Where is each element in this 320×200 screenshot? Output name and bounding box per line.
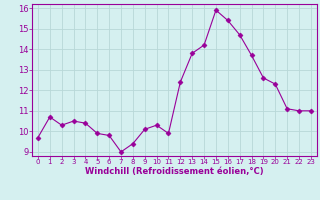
X-axis label: Windchill (Refroidissement éolien,°C): Windchill (Refroidissement éolien,°C) xyxy=(85,167,264,176)
